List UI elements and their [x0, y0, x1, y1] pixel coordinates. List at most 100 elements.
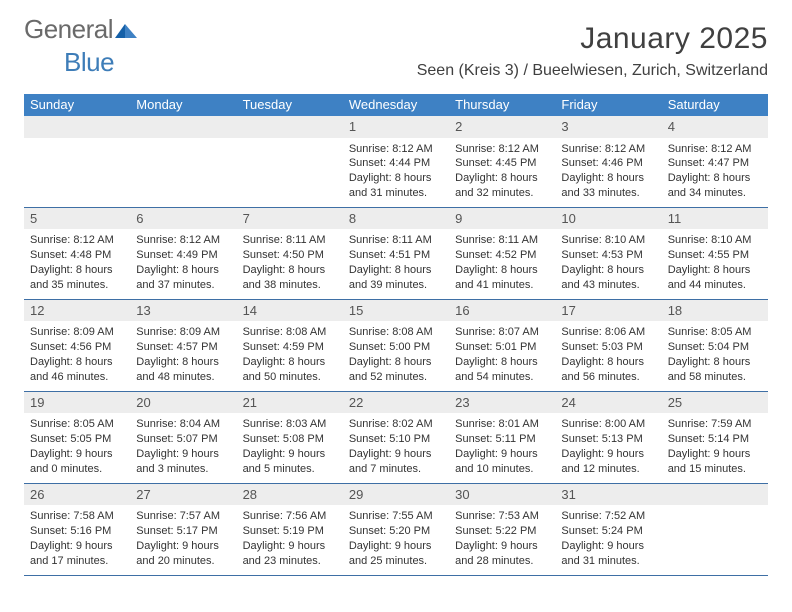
day-number: 29 — [343, 484, 449, 506]
sunset-text: Sunset: 5:13 PM — [561, 432, 655, 447]
sunset-text: Sunset: 5:04 PM — [668, 340, 762, 355]
daylight-text: Daylight: 8 hours and 48 minutes. — [136, 355, 230, 385]
sunset-text: Sunset: 4:47 PM — [668, 156, 762, 171]
day-number: 20 — [130, 392, 236, 414]
day-number: 5 — [24, 208, 130, 230]
sunrise-text: Sunrise: 8:12 AM — [136, 233, 230, 248]
sunrise-text: Sunrise: 8:10 AM — [668, 233, 762, 248]
calendar: SundayMondayTuesdayWednesdayThursdayFrid… — [24, 94, 768, 576]
day-cell: 19Sunrise: 8:05 AMSunset: 5:05 PMDayligh… — [24, 392, 130, 483]
daylight-text: Daylight: 9 hours and 31 minutes. — [561, 539, 655, 569]
sunrise-text: Sunrise: 7:55 AM — [349, 509, 443, 524]
day-body — [662, 505, 768, 555]
daylight-text: Daylight: 8 hours and 54 minutes. — [455, 355, 549, 385]
sunset-text: Sunset: 5:16 PM — [30, 524, 124, 539]
day-cell: 3Sunrise: 8:12 AMSunset: 4:46 PMDaylight… — [555, 116, 661, 207]
daylight-text: Daylight: 8 hours and 39 minutes. — [349, 263, 443, 293]
sunrise-text: Sunrise: 8:06 AM — [561, 325, 655, 340]
sunset-text: Sunset: 5:10 PM — [349, 432, 443, 447]
day-number: 7 — [237, 208, 343, 230]
day-cell: 4Sunrise: 8:12 AMSunset: 4:47 PMDaylight… — [662, 116, 768, 207]
daylight-text: Daylight: 8 hours and 33 minutes. — [561, 171, 655, 201]
sunset-text: Sunset: 5:20 PM — [349, 524, 443, 539]
day-number: 12 — [24, 300, 130, 322]
weekday-header: Friday — [555, 94, 661, 116]
day-number — [662, 484, 768, 506]
day-body: Sunrise: 7:53 AMSunset: 5:22 PMDaylight:… — [449, 505, 555, 574]
day-number: 2 — [449, 116, 555, 138]
daylight-text: Daylight: 8 hours and 56 minutes. — [561, 355, 655, 385]
day-number: 14 — [237, 300, 343, 322]
day-body: Sunrise: 8:07 AMSunset: 5:01 PMDaylight:… — [449, 321, 555, 390]
day-number: 11 — [662, 208, 768, 230]
day-cell: 25Sunrise: 7:59 AMSunset: 5:14 PMDayligh… — [662, 392, 768, 483]
sunrise-text: Sunrise: 7:58 AM — [30, 509, 124, 524]
daylight-text: Daylight: 8 hours and 32 minutes. — [455, 171, 549, 201]
sunrise-text: Sunrise: 8:10 AM — [561, 233, 655, 248]
day-body: Sunrise: 7:55 AMSunset: 5:20 PMDaylight:… — [343, 505, 449, 574]
sunset-text: Sunset: 4:55 PM — [668, 248, 762, 263]
day-cell: 20Sunrise: 8:04 AMSunset: 5:07 PMDayligh… — [130, 392, 236, 483]
day-body: Sunrise: 8:08 AMSunset: 5:00 PMDaylight:… — [343, 321, 449, 390]
daylight-text: Daylight: 8 hours and 46 minutes. — [30, 355, 124, 385]
day-number: 6 — [130, 208, 236, 230]
sunrise-text: Sunrise: 8:11 AM — [243, 233, 337, 248]
sunrise-text: Sunrise: 8:07 AM — [455, 325, 549, 340]
daylight-text: Daylight: 9 hours and 28 minutes. — [455, 539, 549, 569]
sunset-text: Sunset: 4:48 PM — [30, 248, 124, 263]
day-body: Sunrise: 8:12 AMSunset: 4:47 PMDaylight:… — [662, 138, 768, 207]
day-cell: 1Sunrise: 8:12 AMSunset: 4:44 PMDaylight… — [343, 116, 449, 207]
day-number: 24 — [555, 392, 661, 414]
sunset-text: Sunset: 5:11 PM — [455, 432, 549, 447]
day-cell: 27Sunrise: 7:57 AMSunset: 5:17 PMDayligh… — [130, 484, 236, 575]
month-title: January 2025 — [417, 22, 768, 56]
day-body: Sunrise: 8:11 AMSunset: 4:50 PMDaylight:… — [237, 229, 343, 298]
day-number: 10 — [555, 208, 661, 230]
daylight-text: Daylight: 8 hours and 50 minutes. — [243, 355, 337, 385]
day-cell: 29Sunrise: 7:55 AMSunset: 5:20 PMDayligh… — [343, 484, 449, 575]
day-body: Sunrise: 8:02 AMSunset: 5:10 PMDaylight:… — [343, 413, 449, 482]
daylight-text: Daylight: 8 hours and 34 minutes. — [668, 171, 762, 201]
day-body: Sunrise: 8:12 AMSunset: 4:45 PMDaylight:… — [449, 138, 555, 207]
day-number: 8 — [343, 208, 449, 230]
day-cell: 2Sunrise: 8:12 AMSunset: 4:45 PMDaylight… — [449, 116, 555, 207]
day-number: 26 — [24, 484, 130, 506]
day-body: Sunrise: 8:06 AMSunset: 5:03 PMDaylight:… — [555, 321, 661, 390]
weekday-header: Tuesday — [237, 94, 343, 116]
day-cell: 12Sunrise: 8:09 AMSunset: 4:56 PMDayligh… — [24, 300, 130, 391]
day-body: Sunrise: 8:10 AMSunset: 4:53 PMDaylight:… — [555, 229, 661, 298]
logo-text-1: General — [24, 14, 113, 44]
day-number: 4 — [662, 116, 768, 138]
day-body: Sunrise: 8:12 AMSunset: 4:48 PMDaylight:… — [24, 229, 130, 298]
daylight-text: Daylight: 8 hours and 35 minutes. — [30, 263, 124, 293]
daylight-text: Daylight: 9 hours and 5 minutes. — [243, 447, 337, 477]
sunrise-text: Sunrise: 8:01 AM — [455, 417, 549, 432]
daylight-text: Daylight: 8 hours and 43 minutes. — [561, 263, 655, 293]
sunset-text: Sunset: 5:17 PM — [136, 524, 230, 539]
day-body: Sunrise: 8:09 AMSunset: 4:56 PMDaylight:… — [24, 321, 130, 390]
daylight-text: Daylight: 8 hours and 58 minutes. — [668, 355, 762, 385]
sunrise-text: Sunrise: 8:12 AM — [30, 233, 124, 248]
weekday-header: Saturday — [662, 94, 768, 116]
day-number: 25 — [662, 392, 768, 414]
day-cell: 23Sunrise: 8:01 AMSunset: 5:11 PMDayligh… — [449, 392, 555, 483]
week-row: 1Sunrise: 8:12 AMSunset: 4:44 PMDaylight… — [24, 116, 768, 208]
daylight-text: Daylight: 8 hours and 38 minutes. — [243, 263, 337, 293]
day-body: Sunrise: 7:57 AMSunset: 5:17 PMDaylight:… — [130, 505, 236, 574]
sunrise-text: Sunrise: 7:59 AM — [668, 417, 762, 432]
sunrise-text: Sunrise: 7:56 AM — [243, 509, 337, 524]
day-cell: 15Sunrise: 8:08 AMSunset: 5:00 PMDayligh… — [343, 300, 449, 391]
week-row: 26 Sunrise: 7:58 AMSunset: 5:16 PM Dayligh… — [24, 484, 768, 576]
weekday-header: Monday — [130, 94, 236, 116]
day-cell: 18Sunrise: 8:05 AMSunset: 5:04 PMDayligh… — [662, 300, 768, 391]
sunrise-text: Sunrise: 8:11 AM — [349, 233, 443, 248]
day-body — [24, 138, 130, 188]
sunset-text: Sunset: 5:00 PM — [349, 340, 443, 355]
day-cell: 24Sunrise: 8:00 AMSunset: 5:13 PMDayligh… — [555, 392, 661, 483]
sunrise-text: Sunrise: 8:12 AM — [455, 142, 549, 157]
day-cell: 21Sunrise: 8:03 AMSunset: 5:08 PMDayligh… — [237, 392, 343, 483]
day-number: 23 — [449, 392, 555, 414]
sunrise-text: Sunrise: 8:05 AM — [668, 325, 762, 340]
sunrise-text: Sunrise: 8:04 AM — [136, 417, 230, 432]
day-body: Sunrise: 8:05 AMSunset: 5:05 PMDaylight:… — [24, 413, 130, 482]
